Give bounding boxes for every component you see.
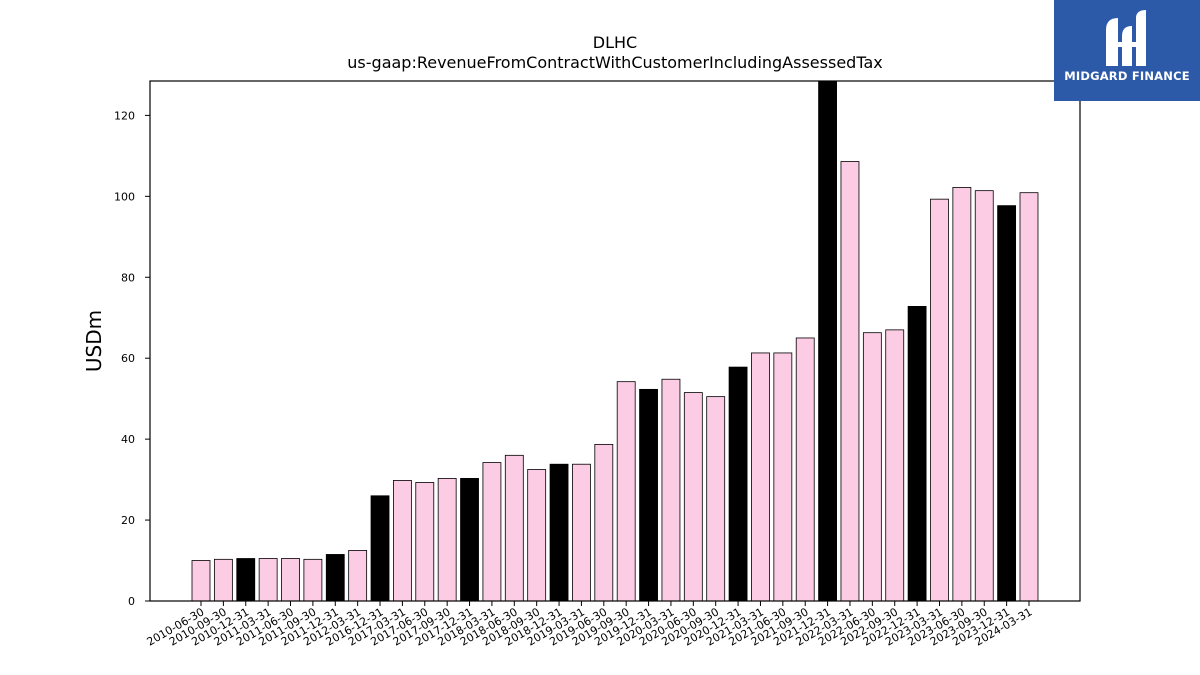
- bar-2023-09-30: [974, 190, 994, 602]
- bar-2020-12-31: [728, 366, 748, 602]
- bar-2018-09-30: [527, 469, 547, 602]
- bar-2011-09-30: [303, 558, 323, 602]
- bar-2011-06-30: [281, 558, 300, 602]
- y-axis-label: USDm: [82, 310, 106, 372]
- plot-frame: [149, 80, 1081, 602]
- bar-2018-03-31: [482, 462, 502, 602]
- bar-2017-09-30: [437, 477, 457, 602]
- bar-2010-06-30: [191, 560, 211, 602]
- bar-2020-03-31: [661, 378, 681, 602]
- chart-title: DLHC: [593, 33, 637, 52]
- bar-2022-06-30: [862, 332, 882, 602]
- y-tick-label: 120: [114, 109, 135, 122]
- bar-2017-06-30: [415, 482, 435, 602]
- bar-2016-12-31: [370, 495, 390, 602]
- bar-2019-12-31: [639, 388, 658, 602]
- bar-2021-06-30: [773, 352, 793, 602]
- bar-2017-12-31: [460, 477, 479, 602]
- bar-2011-12-31: [325, 554, 345, 602]
- x-axis-ticks: 2010-06-302010-09-302010-12-312011-03-31…: [145, 601, 1035, 649]
- bar-2018-06-30: [504, 454, 524, 602]
- y-tick-label: 100: [114, 190, 135, 203]
- bar-2010-09-30: [213, 558, 233, 602]
- bar-2022-09-30: [885, 329, 905, 602]
- y-tick-label: 40: [121, 433, 135, 446]
- bar-2021-12-31: [818, 80, 837, 602]
- bar-2021-03-31: [751, 352, 770, 602]
- bar-2023-12-31: [997, 205, 1017, 602]
- bar-2019-03-31: [572, 463, 591, 602]
- bar-2023-03-31: [930, 198, 949, 602]
- bar-2023-06-30: [952, 187, 972, 602]
- y-tick-label: 20: [121, 514, 135, 527]
- bar-2022-12-31: [907, 305, 927, 602]
- bar-2012-03-31: [348, 550, 368, 602]
- bar-2020-09-30: [706, 396, 726, 602]
- bar-2011-03-31: [258, 558, 278, 602]
- y-axis-ticks: 0 20 40 60 80 100 120: [114, 109, 150, 608]
- chart-subtitle: us-gaap:RevenueFromContractWithCustomerI…: [347, 53, 882, 72]
- bar-2017-03-31: [393, 480, 412, 602]
- bar-2019-06-30: [594, 443, 614, 602]
- bar-2019-09-30: [616, 381, 636, 602]
- bars-group: [191, 80, 1039, 602]
- bar-2010-12-31: [236, 558, 256, 602]
- midgard-logo-icon: [1106, 10, 1146, 66]
- y-tick-label: 80: [121, 271, 135, 284]
- y-tick-label: 0: [128, 595, 135, 608]
- bar-2021-09-30: [795, 337, 815, 602]
- logo-text: MIDGARD FINANCE: [1064, 69, 1190, 83]
- bar-2024-03-31: [1019, 192, 1039, 602]
- y-tick-label: 60: [121, 352, 135, 365]
- bar-2022-03-31: [840, 161, 860, 602]
- bar-2020-06-30: [683, 392, 703, 602]
- bar-2018-12-31: [549, 463, 569, 602]
